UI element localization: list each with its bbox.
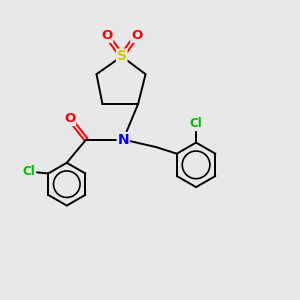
Text: O: O xyxy=(101,29,112,42)
Text: Cl: Cl xyxy=(23,166,36,178)
Text: N: N xyxy=(117,133,129,147)
Text: O: O xyxy=(64,112,75,125)
Text: S: S xyxy=(117,50,127,63)
Text: O: O xyxy=(131,29,142,42)
Text: Cl: Cl xyxy=(190,117,202,130)
